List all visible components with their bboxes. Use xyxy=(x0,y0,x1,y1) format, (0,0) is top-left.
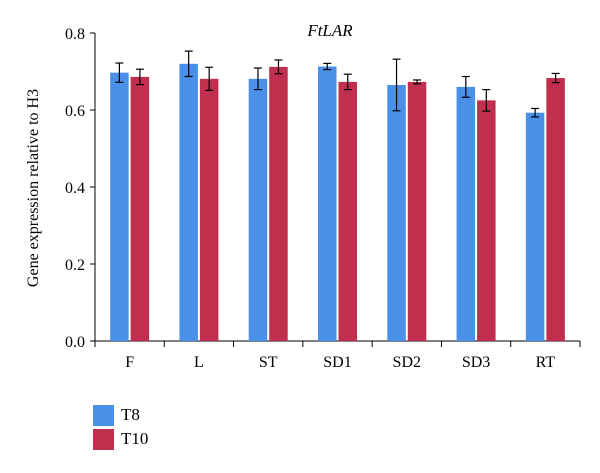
legend-item-t10: T10 xyxy=(93,428,148,450)
legend-swatch-t8 xyxy=(93,404,114,426)
legend-item-t8: T8 xyxy=(93,404,148,426)
bar-t10-l xyxy=(199,78,219,341)
legend-label-t10: T10 xyxy=(121,429,149,448)
bar-t8-sd3 xyxy=(456,86,476,342)
legend: T8 T10 xyxy=(93,404,148,452)
chart-title: FtLAR xyxy=(306,21,353,40)
x-tick-label: SD1 xyxy=(323,354,351,371)
x-tick-label: F xyxy=(125,354,134,371)
x-tick-label: ST xyxy=(259,354,278,371)
legend-label-t8: T8 xyxy=(121,405,140,424)
y-tick-label: 0.0 xyxy=(65,334,85,351)
x-tick-label: RT xyxy=(536,354,556,371)
y-axis-label: Gene expression relative to H3 xyxy=(25,89,42,287)
y-tick-label: 0.8 xyxy=(65,26,85,43)
y-tick-label: 0.4 xyxy=(65,180,85,197)
bar-t10-st xyxy=(269,66,288,341)
bar-t10-f xyxy=(130,76,150,341)
y-tick-label: 0.6 xyxy=(65,103,85,120)
x-tick-label: L xyxy=(194,354,204,371)
bar-t8-l xyxy=(179,63,198,342)
bar-t10-sd2 xyxy=(407,81,427,342)
bar-t8-sd1 xyxy=(318,66,337,342)
bar-t8-st xyxy=(248,78,268,341)
x-tick-label: SD3 xyxy=(462,354,490,371)
bar-t8-sd2 xyxy=(387,84,406,341)
y-tick-label: 0.2 xyxy=(65,257,85,274)
plot-area: 0.0 0.2 0.4 0.6 0.8 F L ST SD1 SD2 SD3 RT xyxy=(65,26,581,371)
x-tick-label: SD2 xyxy=(393,354,421,371)
bar-t8-f xyxy=(110,72,129,341)
bar-t10-sd1 xyxy=(338,81,357,342)
bar-t10-rt xyxy=(546,78,565,342)
legend-swatch-t10 xyxy=(93,428,114,450)
bar-t8-rt xyxy=(525,112,545,341)
bar-t10-sd3 xyxy=(477,100,496,341)
